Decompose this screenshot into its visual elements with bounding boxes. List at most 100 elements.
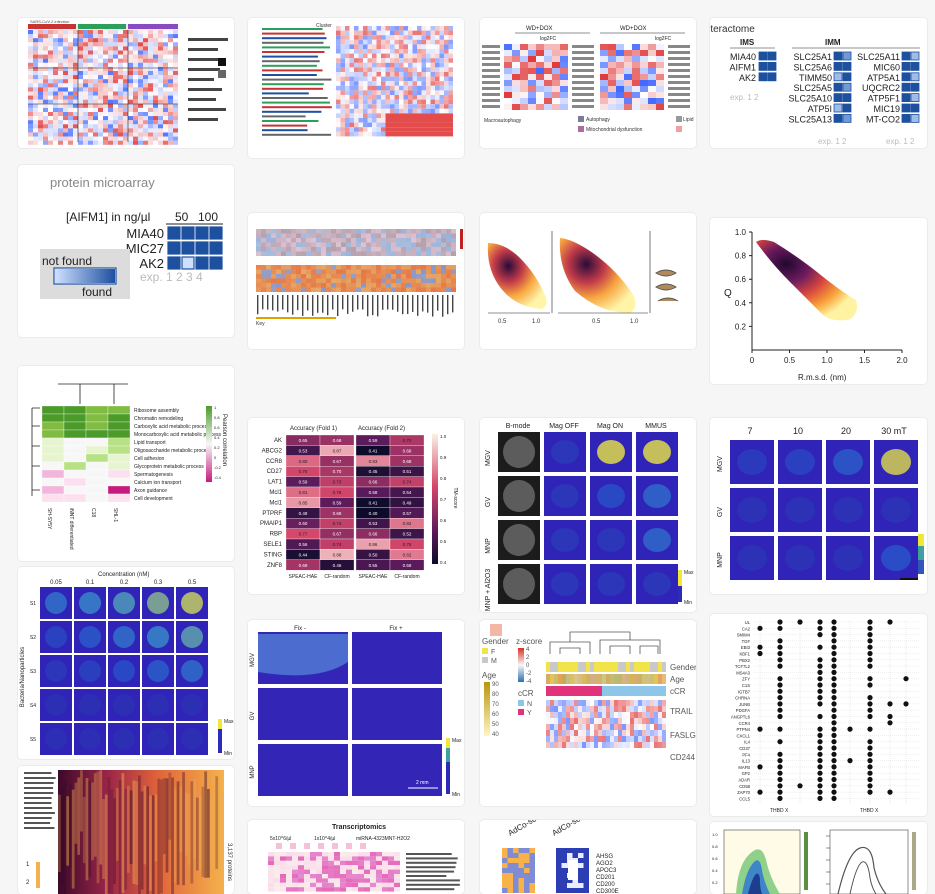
heatmap-cell [148,124,153,129]
heatmap-cell [583,873,589,878]
heatmap-cell [340,72,345,77]
heatmap-cell [421,85,426,91]
exp-label: exp. 1 2 3 4 [140,270,203,284]
heatmap-cell [616,74,624,80]
result-card-go-correlation[interactable]: Ribosome assembly Chromatin remodeling Car… [18,366,234,561]
heatmap-cell [662,700,666,706]
signal-blob [147,592,169,614]
heatmap-cell [552,62,560,68]
heatmap-cell [528,104,536,110]
result-card-accuracy[interactable]: Accuracy (Fold 1) Accuracy (Fold 2) AK 0.… [248,418,464,594]
heatmap-cell [280,874,286,879]
heatmap-cell [444,49,449,54]
heatmap-cell [624,68,632,74]
result-card-contour[interactable]: 1.0 0.8 0.6 0.4 0.2 [710,822,927,894]
signal-blob [113,592,135,614]
result-card-cluster-heatmap[interactable]: Gender F M z-score 4 2 0 -2 -4 Age 90 80 70 60 5… [480,620,696,806]
heatmap-cell [426,113,431,118]
heatmap-cell [266,265,271,270]
heatmap-cell [336,242,341,247]
heatmap-stripe [209,799,213,894]
heatmap-cell [158,136,163,141]
result-card-heatmap-1[interactable]: SARS-CoV-2 infection [18,18,234,148]
heatmap-cell [412,39,417,45]
result-card-protein-microarray[interactable]: protein microarray [AIFM1] in ng/µl 50 1… [18,165,234,337]
dot [757,764,763,770]
heatmap-cell [168,71,173,76]
image-cell [352,632,442,684]
result-card-magfield[interactable]: 7 10 20 30 mT MGV GV MNP [710,418,927,594]
heatmap-cell [28,120,33,125]
gender-cell [614,662,618,672]
heatmap-cell [98,75,103,80]
heatmap-cell [658,706,662,712]
result-card-transcriptomics[interactable]: Transcriptomics 5x10^6/µl 1x10^4/µl miRN… [248,820,464,894]
heatmap-cell [58,66,63,71]
heatmap-cell [448,26,453,31]
heatmap-cell [123,62,128,67]
heatmap-cell [411,247,416,252]
result-card-concentration[interactable]: Concentration (nM) 0.05 0.1 0.2 0.3 0.5 S1 S2 S… [18,567,234,759]
dot [867,751,873,757]
heatmap-stripe [179,786,183,852]
label: Oligosaccharide metabolic process [134,448,212,454]
heatmap-cell [133,124,138,129]
heatmap-cell [582,706,586,712]
heatmap-cell [153,87,158,92]
heatmap-cell [33,38,38,43]
dot [817,764,823,770]
heatmap-cell [417,95,422,100]
heatmap-cell [430,67,435,72]
heatmap-stripe [110,789,114,894]
condition-marker [318,843,324,849]
column-label [447,295,449,315]
correlation-cell [63,461,87,471]
heatmap-cell [103,54,108,59]
heatmap-cell [103,132,108,137]
heatmap-cell [394,95,399,100]
result-card-adco[interactable]: AdCo-serotype AdCo-serotype AHSG AGO2 APOC… [480,820,696,894]
heatmap-cell [520,104,528,110]
microarray-spot [195,226,209,240]
heatmap-cell [376,278,381,283]
heatmap-cell [654,700,658,706]
result-card-heatmap-orange[interactable]: Key [248,213,464,349]
heatmap-cell [504,80,512,86]
correlation-cell [63,405,87,415]
heatmap-cell [412,90,417,95]
result-card-dotplot[interactable]: UL CA2 SMIM4 TGF EBI3 KBF1 PBX2 TCF7L2 MS4A3 ZFY C… [710,614,927,816]
heatmap-cell [93,124,98,129]
heatmap-cell [73,95,78,100]
heatmap-cell [376,53,381,59]
heatmap-cell [345,99,350,105]
heatmap-cell [558,730,562,736]
heatmap-cell [168,116,173,121]
heatmap-cell [268,860,274,866]
heatmap-cell [546,718,550,724]
result-card-heatmap-3[interactable]: WD+DOX WD+DOX log2FC log2FC Autophagy Mi… [480,18,696,148]
heatmap-cell [28,71,33,76]
result-card-heatmap-2[interactable]: Cluster [248,18,464,158]
heatmap-cell [391,251,396,256]
heatmap-cell [634,724,638,730]
heatmap-cell [421,131,426,137]
heatmap-cell [280,856,286,861]
heatmap-cell [560,56,568,62]
heatmap-cell [286,274,291,279]
heatmap-cell [370,874,376,879]
heatmap-cell [451,283,456,288]
result-card-density[interactable]: 0.5 1.0 0.5 1.0 [480,213,696,349]
heatmap-cell [38,30,43,35]
result-card-ultrasound[interactable]: B-mode Mag OFF Mag ON MMUS MGV GV MNP MNP + Al2… [480,418,696,612]
heatmap-cell [411,269,416,274]
heatmap-cell [386,229,391,234]
heatmap-cell [421,233,426,238]
heatmap-cell [148,38,153,43]
correlation-cell [41,493,65,503]
result-card-rmsd-plot[interactable]: 0 0.5 1.0 1.5 2.0 0.2 0.4 0.6 0.8 1.0 Q R.m.s.d. … [710,218,927,384]
result-card-fixation[interactable]: Fix - Fix + MGV GV MNP Max Min 2 mm [248,620,464,806]
heatmap-cell [153,116,158,121]
heatmap-cell [382,869,388,874]
